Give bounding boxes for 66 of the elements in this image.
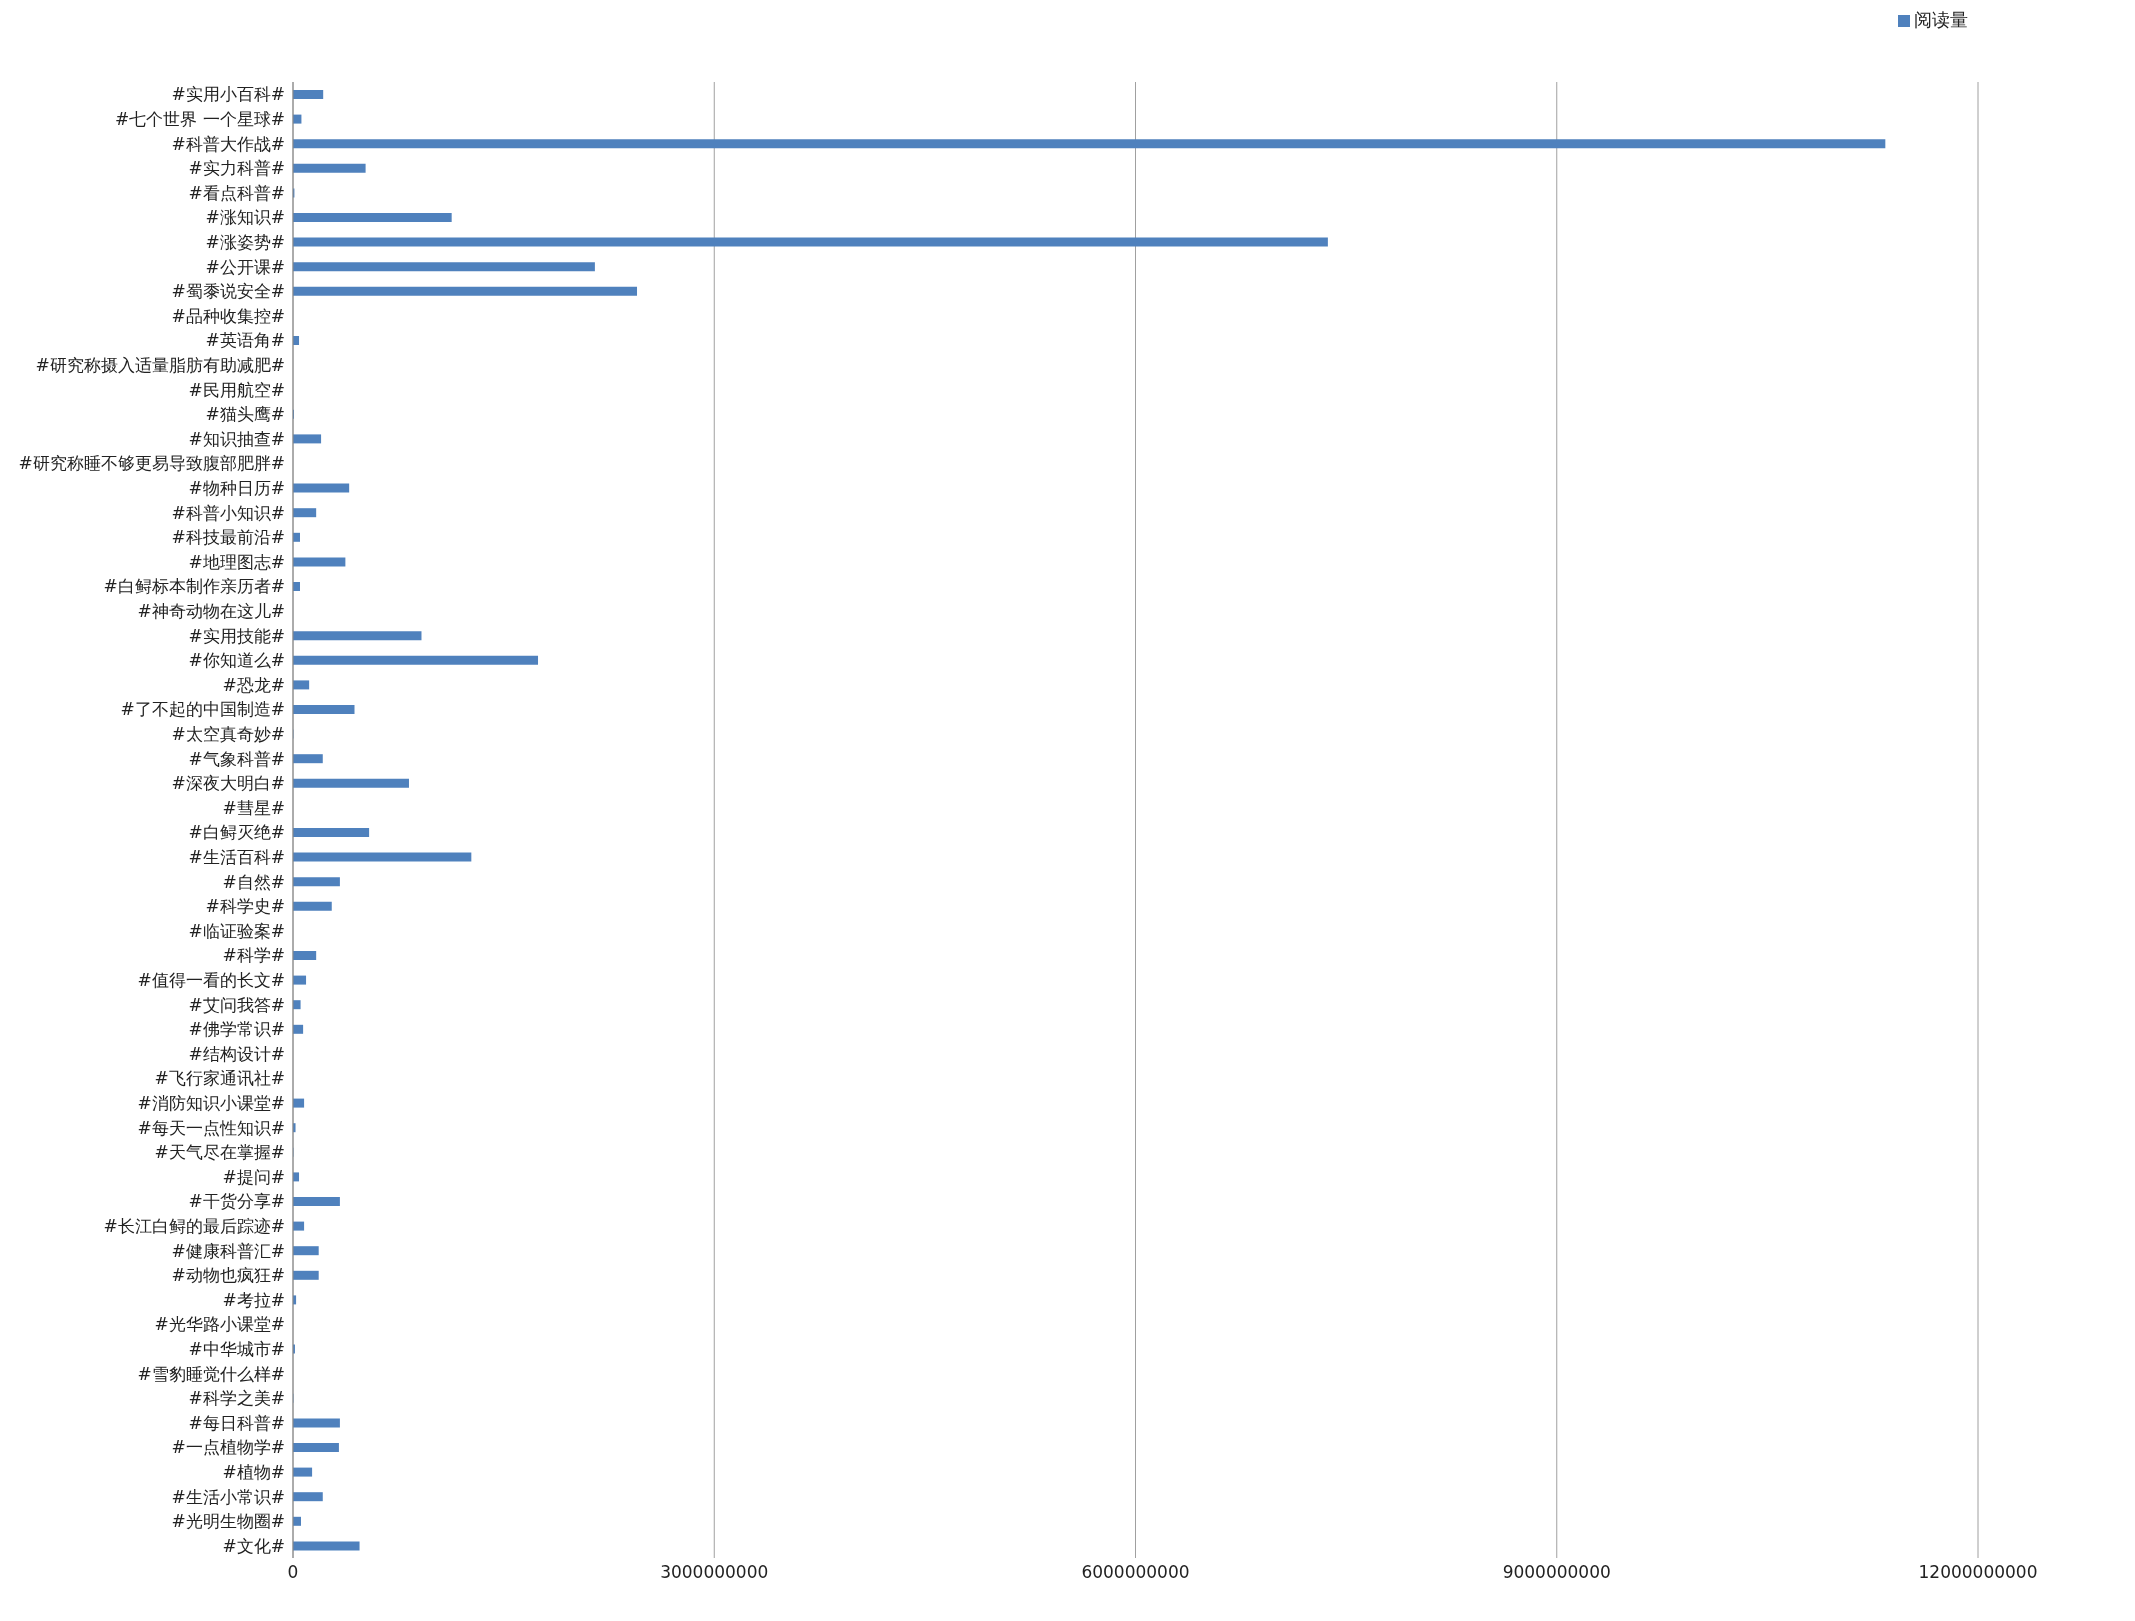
y-tick-label: #猫头鹰#: [205, 404, 285, 425]
y-tick-label: #雪豹睡觉什么样#: [137, 1363, 285, 1384]
x-tick-label: 3000000000: [660, 1562, 769, 1583]
y-tick-label: #干货分享#: [188, 1191, 285, 1212]
y-tick-label: #涨知识#: [205, 207, 285, 228]
y-tick-label: #知识抽查#: [188, 428, 285, 449]
y-tick-label: #中华城市#: [188, 1338, 285, 1359]
y-tick-label: #健康科普汇#: [171, 1240, 285, 1261]
y-tick-label: #结构设计#: [188, 1043, 285, 1064]
y-tick-label: #彗星#: [222, 797, 285, 818]
y-tick-label: #科普小知识#: [171, 502, 285, 523]
x-tick-label: 9000000000: [1502, 1562, 1611, 1583]
y-tick-label: #研究称摄入适量脂肪有助减肥#: [35, 354, 285, 375]
y-tick-label: #考拉#: [222, 1289, 285, 1310]
y-tick-label: #一点植物学#: [171, 1437, 285, 1458]
y-tick-label: #每天一点性知识#: [137, 1117, 285, 1138]
y-tick-label: #光明生物圈#: [171, 1511, 285, 1532]
y-tick-label: #恐龙#: [222, 674, 285, 695]
y-tick-label: #生活小常识#: [171, 1486, 285, 1507]
y-tick-label: #自然#: [222, 871, 285, 892]
y-tick-label: #白鲟灭绝#: [188, 822, 285, 843]
y-tick-label: #长江白鲟的最后踪迹#: [103, 1215, 285, 1236]
y-tick-label: #科学之美#: [188, 1388, 285, 1409]
y-tick-label: #神奇动物在这儿#: [137, 600, 285, 621]
y-tick-label: #实力科普#: [188, 158, 285, 179]
x-tick-label: 0: [287, 1562, 299, 1583]
y-tick-label: #你知道么#: [188, 650, 285, 671]
y-tick-label: #动物也疯狂#: [171, 1265, 285, 1286]
y-tick-label: #提问#: [222, 1166, 285, 1187]
legend-label: 阅读量: [1914, 9, 1968, 30]
y-tick-label: #物种日历#: [188, 477, 285, 498]
y-tick-label: #佛学常识#: [188, 1019, 285, 1040]
y-tick-label: #科学史#: [205, 896, 285, 917]
y-tick-label: #白鲟标本制作亲历者#: [103, 576, 285, 597]
y-tick-label: #消防知识小课堂#: [137, 1092, 285, 1113]
y-tick-label: #科普大作战#: [171, 133, 285, 154]
y-tick-label: #蜀黍说安全#: [171, 281, 285, 302]
y-tick-label: #天气尽在掌握#: [154, 1142, 285, 1163]
y-tick-label: #文化#: [222, 1535, 285, 1556]
y-tick-label: #气象科普#: [188, 748, 285, 769]
y-tick-label: #科技最前沿#: [171, 527, 285, 548]
y-tick-label: #民用航空#: [188, 379, 285, 400]
y-tick-label: #了不起的中国制造#: [120, 699, 285, 720]
y-tick-label: #涨姿势#: [205, 231, 285, 252]
y-tick-label: #看点科普#: [188, 182, 285, 203]
x-tick-label: 12000000000: [1918, 1562, 2038, 1583]
y-tick-label: #光华路小课堂#: [154, 1314, 285, 1335]
y-tick-label: #艾问我答#: [188, 994, 285, 1015]
x-tick-label: 6000000000: [1081, 1562, 1190, 1583]
y-tick-label: #值得一看的长文#: [137, 969, 285, 990]
y-tick-label: #英语角#: [205, 330, 285, 351]
y-tick-label: #飞行家通讯社#: [154, 1068, 285, 1089]
y-tick-label: #科学#: [222, 945, 285, 966]
y-tick-label: #实用技能#: [188, 625, 285, 646]
y-tick-label: #植物#: [222, 1461, 285, 1482]
y-tick-label: #七个世界 一个星球#: [115, 108, 285, 129]
y-tick-label: #太空真奇妙#: [171, 723, 285, 744]
y-tick-label: #地理图志#: [188, 551, 285, 572]
y-tick-label: #深夜大明白#: [171, 773, 285, 794]
y-tick-label: #生活百科#: [188, 846, 285, 867]
y-tick-label: #临证验案#: [188, 920, 285, 941]
y-tick-label: #公开课#: [205, 256, 285, 277]
y-tick-label: #实用小百科#: [171, 84, 285, 105]
y-tick-label: #品种收集控#: [171, 305, 285, 326]
y-tick-label: #研究称睡不够更易导致腹部肥胖#: [18, 453, 285, 474]
y-tick-label: #每日科普#: [188, 1412, 285, 1433]
